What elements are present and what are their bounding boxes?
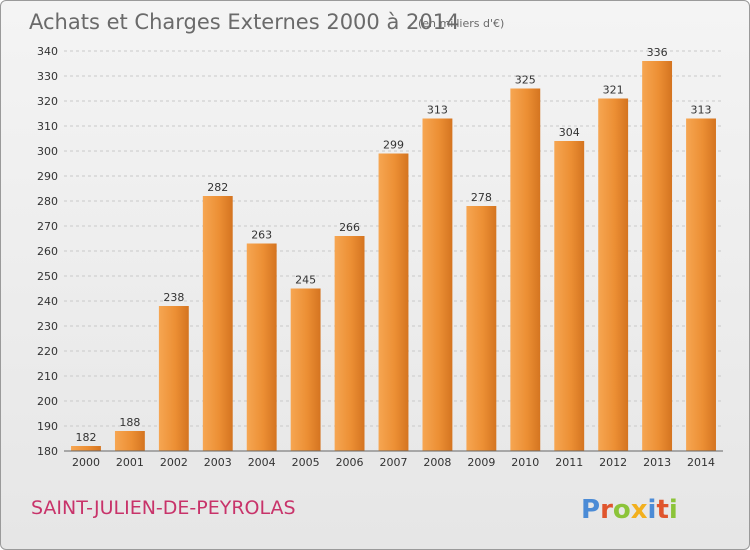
y-tick-label: 260 xyxy=(37,245,58,258)
y-tick-label: 220 xyxy=(37,345,58,358)
y-tick-label: 210 xyxy=(37,370,58,383)
y-tick-label: 230 xyxy=(37,320,58,333)
bar-2012 xyxy=(598,98,629,451)
y-tick-label: 330 xyxy=(37,70,58,83)
y-tick-label: 300 xyxy=(37,145,58,158)
x-tick-label: 2013 xyxy=(643,456,671,469)
x-tick-label: 2005 xyxy=(292,456,320,469)
bars xyxy=(71,61,716,451)
bar-2014 xyxy=(686,118,716,451)
x-axis-ticks: 2000 2001 2002 2003 2004 2005 2006 2007 2008 2009… xyxy=(72,456,715,469)
data-label-2012: 321 xyxy=(603,84,624,97)
x-tick-label: 2010 xyxy=(511,456,539,469)
bar-2004 xyxy=(246,243,277,451)
bar-2011 xyxy=(554,141,585,451)
x-tick-label: 2001 xyxy=(116,456,144,469)
bar-2005 xyxy=(290,288,321,451)
data-label-2002: 238 xyxy=(163,291,184,304)
data-label-2001: 188 xyxy=(119,416,140,429)
y-tick-label: 250 xyxy=(37,270,58,283)
y-tick-label: 290 xyxy=(37,170,58,183)
x-tick-label: 2002 xyxy=(160,456,188,469)
x-tick-label: 2009 xyxy=(467,456,495,469)
bar-2009 xyxy=(466,206,497,451)
data-label-2007: 299 xyxy=(383,139,404,152)
data-label-2014: 313 xyxy=(691,104,712,117)
y-tick-label: 270 xyxy=(37,220,58,233)
chart-subtitle: (en milliers d'€) xyxy=(418,17,504,30)
y-tick-label: 280 xyxy=(37,195,58,208)
y-axis-ticks: 180 190 200 210 220 230 240 250 260 270 280 290 300 3… xyxy=(37,45,58,458)
y-tick-label: 240 xyxy=(37,295,58,308)
y-tick-label: 180 xyxy=(37,445,58,458)
data-label-2009: 278 xyxy=(471,191,492,204)
proxiti-logo[interactable]: Proxiti xyxy=(581,495,678,525)
data-labels: 182 188 238 282 263 245 266 299 313 278 325 304 321 3… xyxy=(75,46,711,444)
x-tick-label: 2007 xyxy=(380,456,408,469)
y-tick-label: 310 xyxy=(37,120,58,133)
x-tick-label: 2011 xyxy=(555,456,583,469)
data-label-2005: 245 xyxy=(295,274,316,287)
x-tick-label: 2004 xyxy=(248,456,276,469)
bar-2002 xyxy=(158,306,189,451)
chart-title: Achats et Charges Externes 2000 à 2014 xyxy=(29,10,459,34)
data-label-2003: 282 xyxy=(207,181,228,194)
y-tick-label: 320 xyxy=(37,95,58,108)
y-tick-label: 190 xyxy=(37,420,58,433)
x-tick-label: 2000 xyxy=(72,456,100,469)
bar-2006 xyxy=(334,236,365,451)
bar-2013 xyxy=(642,61,673,451)
x-tick-label: 2012 xyxy=(599,456,627,469)
bar-2010 xyxy=(510,88,541,451)
commune-name: SAINT-JULIEN-DE-PEYROLAS xyxy=(31,497,296,519)
bar-2008 xyxy=(422,118,453,451)
bar-2003 xyxy=(202,196,233,451)
y-tick-label: 200 xyxy=(37,395,58,408)
data-label-2004: 263 xyxy=(251,229,272,242)
data-label-2010: 325 xyxy=(515,74,536,87)
x-tick-label: 2008 xyxy=(423,456,451,469)
data-label-2008: 313 xyxy=(427,104,448,117)
x-tick-label: 2003 xyxy=(204,456,232,469)
data-label-2013: 336 xyxy=(647,46,668,59)
data-label-2006: 266 xyxy=(339,221,360,234)
y-tick-label: 340 xyxy=(37,45,58,58)
data-label-2000: 182 xyxy=(75,431,96,444)
bar-2001 xyxy=(114,431,145,451)
x-tick-label: 2014 xyxy=(687,456,715,469)
bar-2007 xyxy=(378,153,409,451)
x-tick-label: 2006 xyxy=(336,456,364,469)
bar-2000 xyxy=(71,446,101,451)
data-label-2011: 304 xyxy=(559,126,580,139)
